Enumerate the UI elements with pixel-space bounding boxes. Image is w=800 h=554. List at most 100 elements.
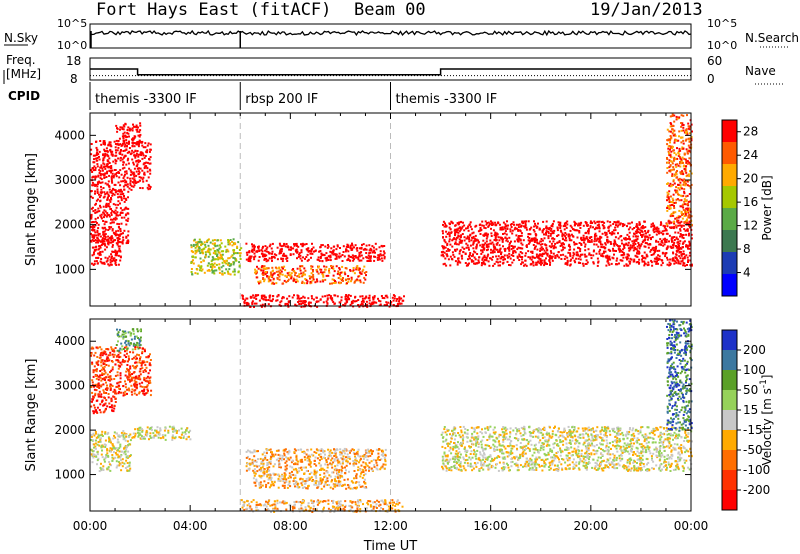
power-cell: [124, 143, 127, 146]
power-cell: [378, 246, 381, 249]
power-cell: [253, 249, 256, 252]
velocity-cell: [188, 435, 190, 438]
power-cell: [98, 150, 101, 153]
power-cell: [108, 188, 111, 191]
power-cell: [596, 227, 599, 230]
power-cell: [306, 247, 309, 250]
power-cell: [508, 236, 511, 239]
power-cell: [690, 172, 693, 175]
power-cell: [676, 219, 678, 222]
power-cell: [321, 278, 324, 281]
velocity-cell: [117, 367, 120, 370]
power-cell: [133, 175, 136, 178]
power-cell: [127, 132, 130, 135]
velocity-cell: [117, 460, 120, 463]
power-cell: [543, 233, 545, 236]
power-cell: [486, 255, 489, 258]
power-cell: [301, 265, 304, 268]
velocity-cell: [92, 432, 95, 435]
power-cell: [330, 251, 333, 254]
power-cell: [688, 157, 691, 160]
power-cell: [119, 128, 121, 131]
velocity-cell: [114, 397, 117, 400]
power-cell: [649, 243, 652, 246]
power-cell: [681, 146, 684, 149]
power-cell: [102, 205, 105, 208]
power-cell: [376, 256, 379, 259]
power-cell: [350, 280, 352, 283]
power-cell: [392, 299, 395, 302]
power-cell: [680, 210, 683, 213]
date-title: 19/Jan/2013: [590, 0, 703, 20]
power-cell: [119, 193, 122, 196]
power-cell: [304, 300, 306, 302]
cpid-segment-label-0: themis -3300 IF: [95, 92, 197, 107]
power-cell: [677, 150, 680, 153]
power-cell: [456, 248, 459, 251]
power-cell: [593, 243, 596, 246]
power-cell: [670, 247, 673, 249]
power-cell: [144, 142, 147, 145]
power-cell: [481, 246, 484, 248]
power-cell: [267, 251, 270, 254]
power-cell: [128, 127, 131, 130]
power-cell: [101, 181, 104, 184]
power-cell: [306, 249, 309, 252]
power-cell: [451, 251, 454, 254]
power-cell: [534, 224, 537, 227]
power-cell: [327, 244, 329, 246]
velocity-cell: [100, 361, 103, 364]
velocity-cell: [138, 426, 141, 429]
power-cell: [550, 232, 552, 235]
power-cell: [237, 271, 240, 274]
power-cell: [567, 244, 570, 247]
power-cell: [501, 240, 504, 243]
power-cell: [339, 247, 341, 249]
power-cell: [95, 241, 98, 244]
power-cell: [336, 245, 339, 248]
power-cell: [340, 299, 343, 302]
power-cell: [377, 254, 380, 257]
power-cell: [573, 253, 576, 256]
power-cell: [584, 245, 587, 248]
power-cell: [669, 226, 671, 229]
power-cell: [331, 282, 333, 285]
power-cell: [133, 142, 136, 145]
velocity-cell: [167, 429, 170, 432]
power-cell: [483, 226, 486, 229]
power-cell: [314, 281, 317, 284]
power-cell: [671, 113, 674, 116]
power-cell: [123, 149, 126, 152]
power-cell: [122, 192, 125, 195]
power-cell: [687, 234, 690, 237]
power-cell: [129, 183, 132, 186]
power-cell: [676, 259, 679, 262]
power-cell: [550, 251, 553, 254]
power-cell: [493, 262, 496, 265]
velocity-cell: [111, 409, 113, 412]
power-cell: [370, 303, 372, 306]
power-cell: [278, 266, 281, 269]
velocity-cell: [90, 352, 93, 355]
power-cell: [146, 161, 149, 164]
power-cell: [95, 260, 98, 263]
power-cell: [135, 152, 138, 155]
power-cell: [543, 264, 546, 267]
power-cell: [333, 294, 336, 297]
power-cell: [265, 258, 268, 260]
power-cell: [96, 157, 99, 159]
power-cell: [510, 254, 513, 257]
power-cell: [565, 226, 568, 229]
power-cell: [255, 302, 258, 305]
power-cell: [686, 132, 689, 135]
power-cell: [336, 272, 339, 275]
power-cell: [249, 259, 252, 262]
power-cell: [628, 222, 631, 225]
power-cell: [240, 247, 243, 250]
power-cell: [109, 222, 112, 225]
power-region-6: [254, 265, 368, 285]
power-cell: [321, 271, 324, 274]
power-cell: [345, 298, 348, 301]
power-cell: [495, 260, 498, 263]
power-cell: [522, 239, 525, 242]
